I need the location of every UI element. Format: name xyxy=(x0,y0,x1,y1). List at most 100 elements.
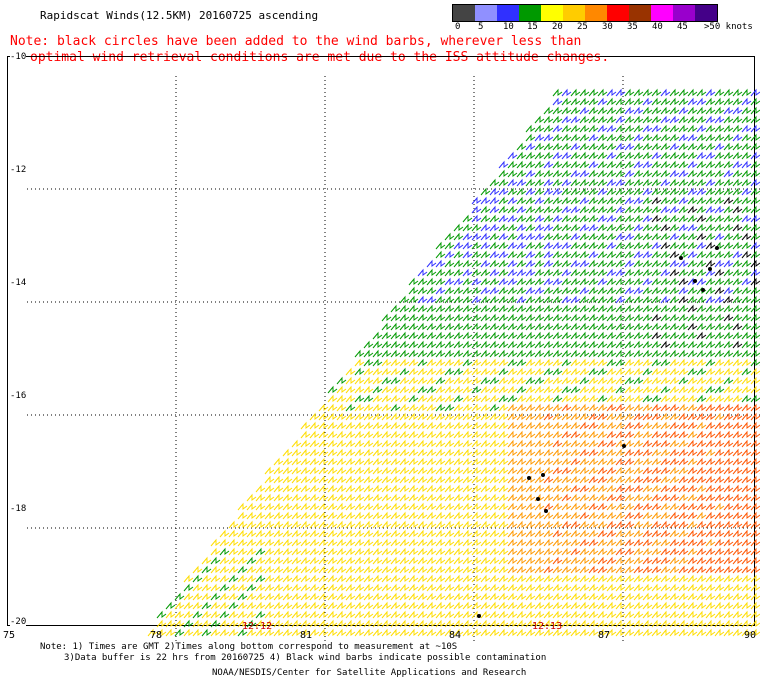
wind-barb xyxy=(480,349,491,358)
lon-label: 84 xyxy=(449,630,462,641)
wind-barb xyxy=(471,295,482,304)
wind-barb xyxy=(750,151,760,160)
wind-barb xyxy=(741,88,752,97)
wind-map-plot[interactable]: 12:12 12:13 xyxy=(7,56,760,644)
wind-barb xyxy=(273,493,284,502)
wind-barb xyxy=(426,493,437,502)
wind-barb xyxy=(525,250,536,259)
wind-barb xyxy=(606,412,617,421)
wind-barb xyxy=(687,394,698,403)
wind-barb xyxy=(489,484,500,493)
wind-barb xyxy=(624,205,635,214)
wind-barb xyxy=(741,241,752,250)
wind-barb xyxy=(453,394,464,403)
wind-barb xyxy=(588,565,599,574)
wind-barb xyxy=(426,340,437,349)
wind-barb xyxy=(408,610,419,619)
wind-barb xyxy=(435,457,446,466)
wind-barb xyxy=(750,142,760,151)
wind-barb xyxy=(705,151,716,160)
wind-barb xyxy=(687,628,698,637)
wind-barb xyxy=(570,520,581,529)
wind-barb xyxy=(750,511,760,520)
wind-barb xyxy=(381,484,392,493)
wind-barb xyxy=(579,556,590,565)
wind-barb xyxy=(615,115,626,124)
wind-barb xyxy=(741,601,752,610)
wind-barb xyxy=(471,547,482,556)
wind-barb xyxy=(660,106,671,115)
wind-barb xyxy=(300,610,311,619)
wind-barb xyxy=(624,538,635,547)
wind-barb xyxy=(723,601,734,610)
wind-barb xyxy=(750,439,760,448)
wind-barb xyxy=(480,529,491,538)
wind-barb xyxy=(552,250,563,259)
wind-barb xyxy=(651,565,662,574)
wind-barb xyxy=(714,583,725,592)
wind-barb xyxy=(642,457,653,466)
wind-barb xyxy=(507,196,518,205)
wind-barb xyxy=(534,439,545,448)
wind-barb xyxy=(705,448,716,457)
wind-barb xyxy=(570,196,581,205)
wind-barb xyxy=(741,340,752,349)
wind-barb xyxy=(597,241,608,250)
wind-barb xyxy=(507,385,518,394)
wind-barb xyxy=(597,574,608,583)
wind-barb xyxy=(507,169,518,178)
wind-barb xyxy=(552,160,563,169)
wind-barb xyxy=(570,277,581,286)
wind-barb xyxy=(318,520,329,529)
wind-barb xyxy=(570,286,581,295)
wind-barb xyxy=(624,268,635,277)
wind-barb xyxy=(210,574,221,583)
wind-barb xyxy=(453,574,464,583)
wind-barb xyxy=(651,97,662,106)
wind-barb xyxy=(714,187,725,196)
wind-barb xyxy=(561,295,572,304)
wind-barb xyxy=(309,448,320,457)
wind-barb xyxy=(534,214,545,223)
wind-barb xyxy=(669,313,680,322)
wind-barb xyxy=(579,367,590,376)
wind-barb xyxy=(669,106,680,115)
wind-barb xyxy=(750,250,760,259)
wind-barb xyxy=(678,151,689,160)
wind-barb xyxy=(570,322,581,331)
wind-barb xyxy=(507,250,518,259)
wind-barb xyxy=(714,376,725,385)
wind-barb xyxy=(732,493,743,502)
wind-barb xyxy=(660,601,671,610)
wind-barb xyxy=(552,241,563,250)
wind-barb xyxy=(678,124,689,133)
wind-barb xyxy=(381,574,392,583)
wind-barb xyxy=(642,124,653,133)
wind-barb xyxy=(498,412,509,421)
wind-barb xyxy=(588,277,599,286)
wind-barb xyxy=(426,421,437,430)
wind-barb xyxy=(678,322,689,331)
wind-barb xyxy=(525,151,536,160)
wind-barb xyxy=(561,448,572,457)
wind-barb xyxy=(705,241,716,250)
wind-barb xyxy=(660,286,671,295)
wind-barb xyxy=(642,331,653,340)
wind-barb xyxy=(345,412,356,421)
wind-barb xyxy=(480,385,491,394)
wind-barb xyxy=(534,619,545,628)
wind-barb xyxy=(750,178,760,187)
wind-barb xyxy=(462,502,473,511)
wind-barb xyxy=(597,205,608,214)
wind-barb xyxy=(435,583,446,592)
wind-barb xyxy=(201,565,212,574)
wind-barb xyxy=(714,394,725,403)
wind-barb xyxy=(660,232,671,241)
wind-barb xyxy=(507,610,518,619)
wind-barb xyxy=(552,304,563,313)
wind-barb xyxy=(507,628,518,637)
wind-barb xyxy=(462,376,473,385)
wind-barb xyxy=(651,358,662,367)
wind-barb xyxy=(318,502,329,511)
legend-color-swatch xyxy=(475,5,497,21)
